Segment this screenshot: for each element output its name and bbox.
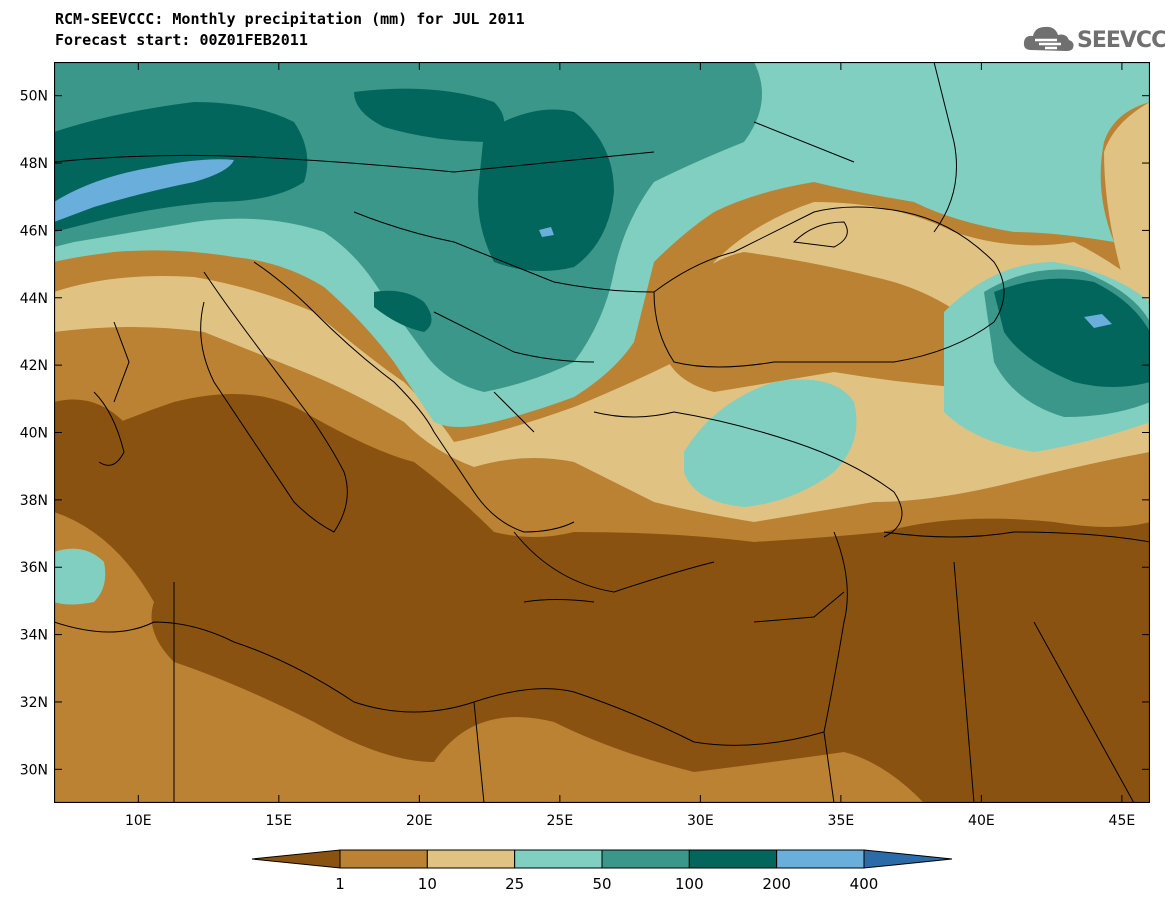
precip-band-200-400-alps [54, 159, 234, 222]
colorbar-swatch [514, 849, 603, 869]
precip-band-200-400-spot [539, 227, 554, 237]
colorbar-swatch [339, 849, 428, 869]
lon-tick-label: 10E [125, 813, 152, 829]
precipitation-map: 10E 15E 20E 25E 30E 35E 40E 45E 30N 32N 34N 36N 38N… [20, 62, 1150, 829]
lat-tick-label: 44N [20, 291, 48, 307]
colorbar-swatch [426, 849, 516, 869]
colorbar-level-label: 400 [849, 875, 879, 893]
seevccc-logo: SEEVCCC [1021, 22, 1165, 56]
colorbar-level-label: 1 [335, 875, 345, 893]
lat-tick-label: 48N [20, 156, 48, 172]
lat-tick-label: 30N [20, 762, 48, 778]
precip-band-100-200-north [354, 88, 504, 142]
lon-tick-label: 15E [265, 813, 292, 829]
cloud-icon [1023, 26, 1074, 51]
lon-tick-label: 30E [687, 813, 714, 829]
logo-text: SEEVCCC [1077, 28, 1165, 53]
lon-tick-label: 35E [828, 813, 855, 829]
lat-tick-label: 32N [20, 695, 48, 711]
lat-tick-label: 50N [20, 89, 48, 105]
colorbar-swatch [601, 849, 690, 869]
colorbar-swatch [688, 849, 778, 869]
colorbar-level-label: 200 [762, 875, 791, 893]
colorbar-level-label: 10 [417, 875, 437, 893]
lat-tick-label: 36N [20, 560, 48, 576]
colorbar-level-label: 25 [505, 875, 525, 893]
lat-tick-label: 42N [20, 358, 48, 374]
lon-tick-label: 20E [406, 813, 433, 829]
lat-tick-label: 46N [20, 223, 48, 239]
precip-band-25-50-anatolia [684, 379, 857, 507]
lat-tick-label: 34N [20, 628, 48, 644]
longitude-axis: 10E 15E 20E 25E 30E 35E 40E 45E [125, 62, 1135, 829]
precip-band-lt1-west [54, 399, 164, 502]
lon-tick-label: 45E [1109, 813, 1136, 829]
colorbar-level-label: 100 [675, 875, 704, 893]
colorbar-swatch [251, 849, 341, 869]
forecast-start-label: Forecast start: 00Z01FEB2011 [55, 31, 308, 49]
precip-band-100-200-balkan [374, 290, 432, 332]
precip-band-100-200-caucasus [994, 278, 1150, 387]
precip-band-200-400-caucasus [1084, 314, 1112, 328]
precip-band-1-10-blacksea [664, 252, 999, 392]
lat-tick-label: 40N [20, 426, 48, 442]
colorbar-swatch [776, 849, 865, 869]
lon-tick-label: 25E [547, 813, 574, 829]
precip-band-100-200-carpathian [478, 109, 614, 271]
lon-tick-label: 40E [968, 813, 995, 829]
lat-tick-label: 38N [20, 493, 48, 509]
colorbar-swatch [863, 849, 953, 869]
precip-band-lt1 [54, 394, 1150, 803]
colorbar-level-label: 50 [592, 875, 612, 893]
map-title: RCM-SEEVCCC: Monthly precipitation (mm) … [55, 10, 525, 28]
coastlines [54, 62, 1150, 803]
precip-band-25-50-tunisia [54, 548, 106, 605]
precip-band-10-25-ne [1104, 102, 1150, 292]
latitude-axis: 30N 32N 34N 36N 38N 40N 42N 44N 46N 48N 50N [20, 89, 1150, 778]
